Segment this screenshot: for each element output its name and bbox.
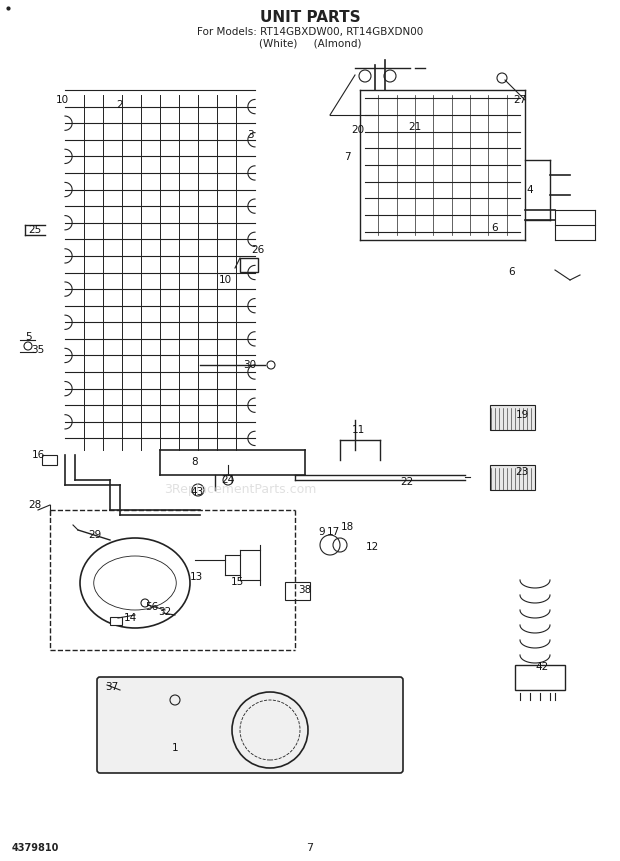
Text: 11: 11 [352, 425, 365, 435]
Text: 8: 8 [192, 457, 198, 467]
Text: 18: 18 [340, 522, 353, 532]
Bar [42, 455, 57, 465]
Bar [110, 617, 122, 625]
Text: 27: 27 [513, 95, 526, 105]
Bar [240, 258, 258, 272]
Bar [490, 405, 535, 430]
Text: 2: 2 [117, 100, 123, 110]
Text: 25: 25 [29, 225, 42, 235]
Text: 12: 12 [365, 542, 379, 552]
Text: 14: 14 [123, 613, 136, 623]
Text: 38: 38 [298, 585, 312, 595]
Text: 15: 15 [231, 577, 244, 587]
Text: UNIT PARTS: UNIT PARTS [260, 10, 360, 26]
Text: 3ReplacementParts.com: 3ReplacementParts.com [164, 484, 316, 497]
Text: 21: 21 [409, 122, 422, 132]
Text: 7: 7 [306, 843, 314, 853]
Text: 23: 23 [515, 467, 529, 477]
Text: 4379810: 4379810 [12, 843, 60, 853]
Text: 17: 17 [326, 527, 340, 537]
Text: 29: 29 [89, 530, 102, 540]
Text: 42: 42 [536, 662, 549, 672]
Bar [490, 465, 535, 490]
Text: 6: 6 [492, 223, 498, 233]
Text: 4: 4 [526, 185, 533, 195]
Text: 24: 24 [221, 475, 234, 485]
Text: 5: 5 [25, 332, 32, 342]
Text: 16: 16 [32, 450, 45, 460]
Text: 22: 22 [401, 477, 414, 487]
Text: 43: 43 [190, 487, 203, 497]
Text: 32: 32 [158, 607, 172, 617]
Text: 9: 9 [319, 527, 326, 537]
Text: 19: 19 [515, 410, 529, 420]
Text: 3: 3 [247, 130, 254, 140]
Text: 26: 26 [251, 245, 265, 255]
Text: 1: 1 [172, 743, 179, 753]
Text: 37: 37 [105, 682, 118, 692]
Text: 10: 10 [55, 95, 69, 105]
Text: 35: 35 [32, 345, 45, 355]
Text: 10: 10 [218, 275, 231, 285]
Text: 20: 20 [352, 125, 365, 135]
Bar [515, 665, 565, 690]
Text: 7: 7 [343, 152, 350, 162]
Text: For Models: RT14GBXDW00, RT14GBXDN00: For Models: RT14GBXDW00, RT14GBXDN00 [197, 27, 423, 37]
Text: 28: 28 [29, 500, 42, 510]
Bar [285, 582, 310, 600]
Text: 56: 56 [145, 602, 159, 612]
Text: 6: 6 [508, 267, 515, 277]
Text: 13: 13 [189, 572, 203, 582]
Text: (White)     (Almond): (White) (Almond) [259, 39, 361, 49]
Text: 30: 30 [244, 360, 257, 370]
FancyBboxPatch shape [97, 677, 403, 773]
